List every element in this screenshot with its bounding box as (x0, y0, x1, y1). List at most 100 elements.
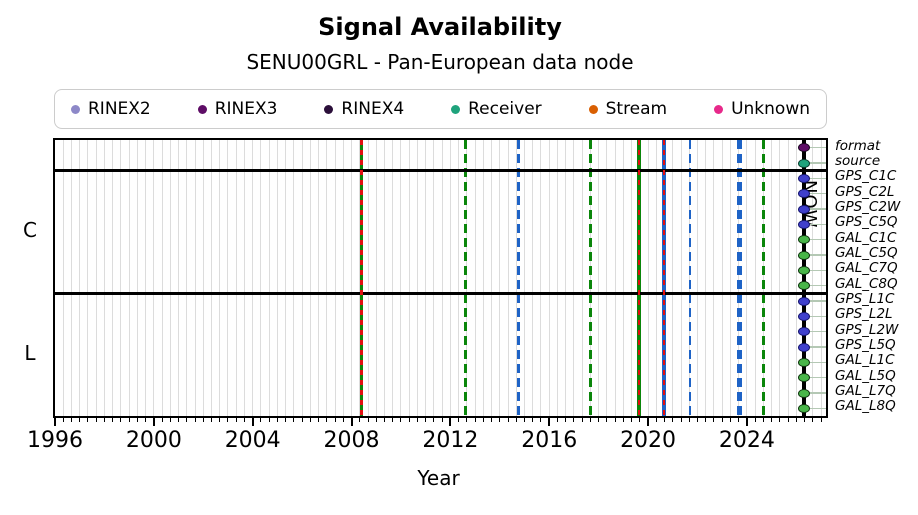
x-axis-major-tick (350, 418, 353, 426)
x-axis-tick-label: 2012 (422, 428, 479, 453)
signal-dot-GAL_C1C (797, 235, 810, 245)
row-connector-line (803, 300, 826, 302)
grid-line (779, 140, 781, 416)
x-axis-minor-tick (120, 418, 122, 422)
grid-line (161, 140, 163, 416)
x-axis-minor-tick (243, 418, 245, 422)
grid-line (524, 140, 526, 416)
x-axis-major-tick (449, 418, 452, 426)
grid-line (746, 140, 748, 416)
x-axis-minor-tick (318, 418, 320, 422)
grid-line (383, 140, 385, 416)
grid-line (565, 140, 567, 416)
x-axis-minor-tick (762, 418, 764, 422)
x-axis-minor-tick (458, 418, 460, 422)
row-label-format: format (835, 137, 881, 154)
x-axis-minor-tick (795, 418, 797, 422)
signal-dot-GAL_L7Q (797, 388, 810, 398)
grid-line (252, 140, 254, 416)
x-axis-minor-tick (194, 418, 196, 422)
grid-line (449, 140, 451, 416)
x-axis-minor-tick (375, 418, 377, 422)
x-axis-minor-tick (804, 418, 806, 422)
grid-line (812, 140, 814, 416)
grid-line (507, 140, 509, 416)
x-axis-major-tick (745, 418, 748, 426)
grid-line (515, 140, 517, 416)
row-connector-line (803, 162, 826, 164)
x-axis-minor-tick (309, 418, 311, 422)
legend: RINEX2 RINEX3 RINEX4 Receiver Stream Unknown (54, 89, 827, 129)
x-axis-minor-tick (145, 418, 147, 422)
row-label-GPS_C2W: GPS_C2W (835, 199, 901, 215)
grid-line (342, 140, 344, 416)
x-axis-minor-tick (136, 418, 138, 422)
legend-item-rinex3: RINEX3 (197, 99, 277, 119)
band-divider (55, 169, 826, 172)
row-connector-line (803, 208, 826, 210)
signal-dot-GAL_L5Q (797, 373, 810, 383)
signal-dot-GAL_C7Q (797, 265, 810, 275)
grid-line (408, 140, 410, 416)
event-line (464, 140, 468, 416)
grid-line (556, 140, 558, 416)
event-line (516, 140, 520, 416)
grid-line (351, 140, 353, 416)
row-connector-line (803, 376, 826, 379)
x-axis-minor-tick (260, 418, 262, 422)
chart-title: Signal Availability (318, 13, 562, 41)
event-line (736, 140, 742, 416)
x-axis-minor-tick (400, 418, 402, 422)
grid-line (754, 140, 756, 416)
x-axis-minor-tick (359, 418, 361, 422)
legend-item-rinex2: RINEX2 (71, 99, 151, 119)
x-axis-minor-tick (219, 418, 221, 422)
row-label-GPS_L2L: GPS_L2L (835, 306, 893, 323)
grid-line (631, 140, 633, 416)
x-axis-minor-tick (507, 418, 509, 422)
signal-dot-GPS_L2W (797, 327, 810, 337)
grid-line (326, 140, 328, 416)
grid-line (729, 140, 731, 416)
x-axis-minor-tick (70, 418, 72, 422)
grid-line (145, 140, 147, 416)
x-axis-minor-tick (589, 418, 591, 422)
x-axis-minor-tick (433, 418, 435, 422)
grid-line (416, 140, 418, 416)
grid-line (820, 140, 822, 416)
grid-line (771, 140, 773, 416)
grid-line (548, 140, 550, 416)
legend-dot-icon (714, 104, 724, 114)
grid-line (622, 140, 624, 416)
x-axis-minor-tick (721, 418, 723, 422)
x-axis-major-tick (647, 418, 650, 426)
event-line-red-overlay (360, 140, 363, 416)
x-axis-minor-tick (524, 418, 526, 422)
grid-line (219, 140, 221, 416)
x-axis-minor-tick (474, 418, 476, 422)
grid-line (276, 140, 278, 416)
x-axis-minor-tick (688, 418, 690, 422)
grid-line (178, 140, 180, 416)
legend-label: Receiver (468, 99, 542, 119)
x-axis-minor-tick (235, 418, 237, 422)
grid-line (614, 140, 616, 416)
x-axis-minor-tick (655, 418, 657, 422)
row-connector-line (803, 346, 826, 348)
band-divider (55, 292, 826, 295)
grid-line (375, 140, 377, 416)
x-axis-minor-tick (62, 418, 64, 422)
row-label-GAL_L1C: GAL_L1C (835, 352, 895, 369)
plot-area (53, 138, 828, 418)
signal-dot-GPS_L5Q (797, 342, 810, 352)
x-axis-minor-tick (622, 418, 624, 422)
x-axis-tick-label: 2024 (718, 428, 775, 453)
legend-dot-icon (71, 104, 80, 114)
x-axis-minor-tick (787, 418, 789, 422)
x-axis-minor-tick (392, 418, 394, 422)
x-axis-minor-tick (169, 418, 171, 422)
x-axis-tick-label: 1996 (27, 428, 83, 453)
x-axis-major-tick (54, 418, 56, 426)
row-connector-line (803, 284, 826, 287)
grid-line (647, 140, 649, 416)
